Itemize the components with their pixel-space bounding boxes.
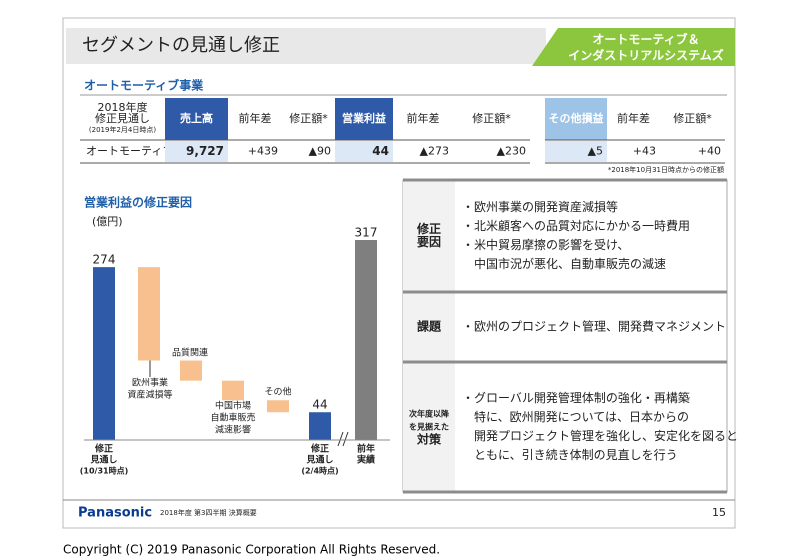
header-text: 修正額* xyxy=(289,111,328,125)
header-text: 前年差 xyxy=(239,111,272,125)
category-label: 資産減損等 xyxy=(127,389,172,401)
cell-value: ▲90 xyxy=(309,145,331,158)
doc-name: 2018年度 第3四半期 決算概要 xyxy=(160,508,257,517)
header-text: 修正額* xyxy=(472,111,511,125)
bar xyxy=(222,380,244,401)
category-label: 見通し xyxy=(89,454,117,466)
category-label: 実績 xyxy=(357,454,375,466)
cell-value: +40 xyxy=(698,145,721,158)
value-label: 317 xyxy=(355,226,378,240)
brand: Panasonic xyxy=(78,506,152,521)
panel-text: ・欧州のプロジェクト管理、開発費マネジメント xyxy=(462,319,726,334)
panel-label: を見据えた xyxy=(409,422,449,432)
category-label: 修正 xyxy=(310,443,329,455)
header-cell xyxy=(165,98,228,140)
header-text: (2019年2月4日時点) xyxy=(89,125,156,134)
value-cell xyxy=(165,141,228,162)
section-title: オートモーティブ事業 xyxy=(84,78,204,93)
value-label: 274 xyxy=(93,253,116,267)
category-label: 減速影響 xyxy=(215,424,251,436)
tab-text: インダストリアルシステムズ xyxy=(568,48,724,63)
bar xyxy=(309,412,331,440)
cell-value: +43 xyxy=(633,145,656,158)
panel-label: 対策 xyxy=(416,432,442,447)
header-text: その他損益 xyxy=(549,111,604,125)
category-label: (2/4時点) xyxy=(301,466,338,476)
panel-label-cell xyxy=(403,362,455,492)
value-cell xyxy=(335,141,393,162)
panel-text: 開発プロジェクト管理を強化し、安定化を図ると xyxy=(462,428,738,443)
bar xyxy=(180,360,202,381)
tab-text: オートモーティブ＆ xyxy=(592,32,699,47)
chart-unit: (億円) xyxy=(92,215,123,228)
page-number: 15 xyxy=(712,506,726,519)
category-label: (10/31時点) xyxy=(80,466,129,476)
table-note: *2018年10月31日時点からの修正額 xyxy=(608,165,724,174)
row-label: オートモーティブ xyxy=(86,144,173,158)
category-label: 前年 xyxy=(357,443,375,455)
header-cell xyxy=(335,98,393,140)
category-label: 修正 xyxy=(94,443,113,455)
value-cell xyxy=(545,141,607,162)
category-label: 見通し xyxy=(305,454,333,466)
value-label: 44 xyxy=(312,398,327,412)
chart-title: 営業利益の修正要因 xyxy=(84,195,192,210)
panel-text: ・米中貿易摩擦の影響を受け、 xyxy=(462,237,629,252)
panel-label-cell xyxy=(403,180,455,292)
cell-value: 44 xyxy=(372,144,389,158)
category-label: その他 xyxy=(264,386,291,398)
cell-value: 9,727 xyxy=(186,144,224,158)
category-label: 品質関連 xyxy=(172,347,208,359)
panel-text: 中国市況が悪化、自動車販売の減速 xyxy=(462,256,666,271)
panel-text: ・欧州事業の開発資産減損等 xyxy=(462,199,618,214)
header-text: 前年差 xyxy=(407,111,440,125)
slide-title: セグメントの見通し修正 xyxy=(82,35,280,56)
header-text: 営業利益 xyxy=(342,111,386,125)
copyright: Copyright (C) 2019 Panasonic Corporation… xyxy=(63,543,440,557)
header-text: 2018年度 xyxy=(98,100,148,114)
bar xyxy=(138,267,160,361)
header-text: 修正見通し xyxy=(95,111,150,125)
header-text: 売上高 xyxy=(180,111,213,125)
panel-label: 次年度以降 xyxy=(409,409,450,419)
panel-label: 課題 xyxy=(417,319,442,334)
category-label: 自動車販売 xyxy=(210,412,255,424)
cell-value: ▲5 xyxy=(588,145,603,158)
panel-text: ともに、引き続き体制の見直しを行う xyxy=(462,448,678,462)
bar xyxy=(355,240,377,440)
category-label: 欧州事業 xyxy=(132,377,168,389)
header-text: 修正額* xyxy=(673,111,712,125)
panel-text: 特に、欧州開発については、日本からの xyxy=(462,409,689,424)
panel-label: 修正 xyxy=(416,221,441,236)
panel-text: ・グローバル開発管理体制の強化・再構築 xyxy=(462,390,690,405)
bar xyxy=(267,400,289,413)
title-band xyxy=(66,28,546,64)
cell-value: +439 xyxy=(248,145,278,158)
axis-break xyxy=(337,431,349,447)
header-cell xyxy=(545,98,607,140)
cell-value: ▲273 xyxy=(420,145,449,158)
cell-value: ▲230 xyxy=(497,145,526,158)
bar xyxy=(93,267,115,440)
header-text: 前年差 xyxy=(617,111,650,125)
category-label: 中国市場 xyxy=(215,400,251,412)
segment-tab xyxy=(532,28,735,66)
panel-text: ・北米顧客への品質対応にかかる一時費用 xyxy=(462,218,690,233)
panel-label: 要因 xyxy=(417,234,441,249)
panel-label-cell xyxy=(403,292,455,362)
